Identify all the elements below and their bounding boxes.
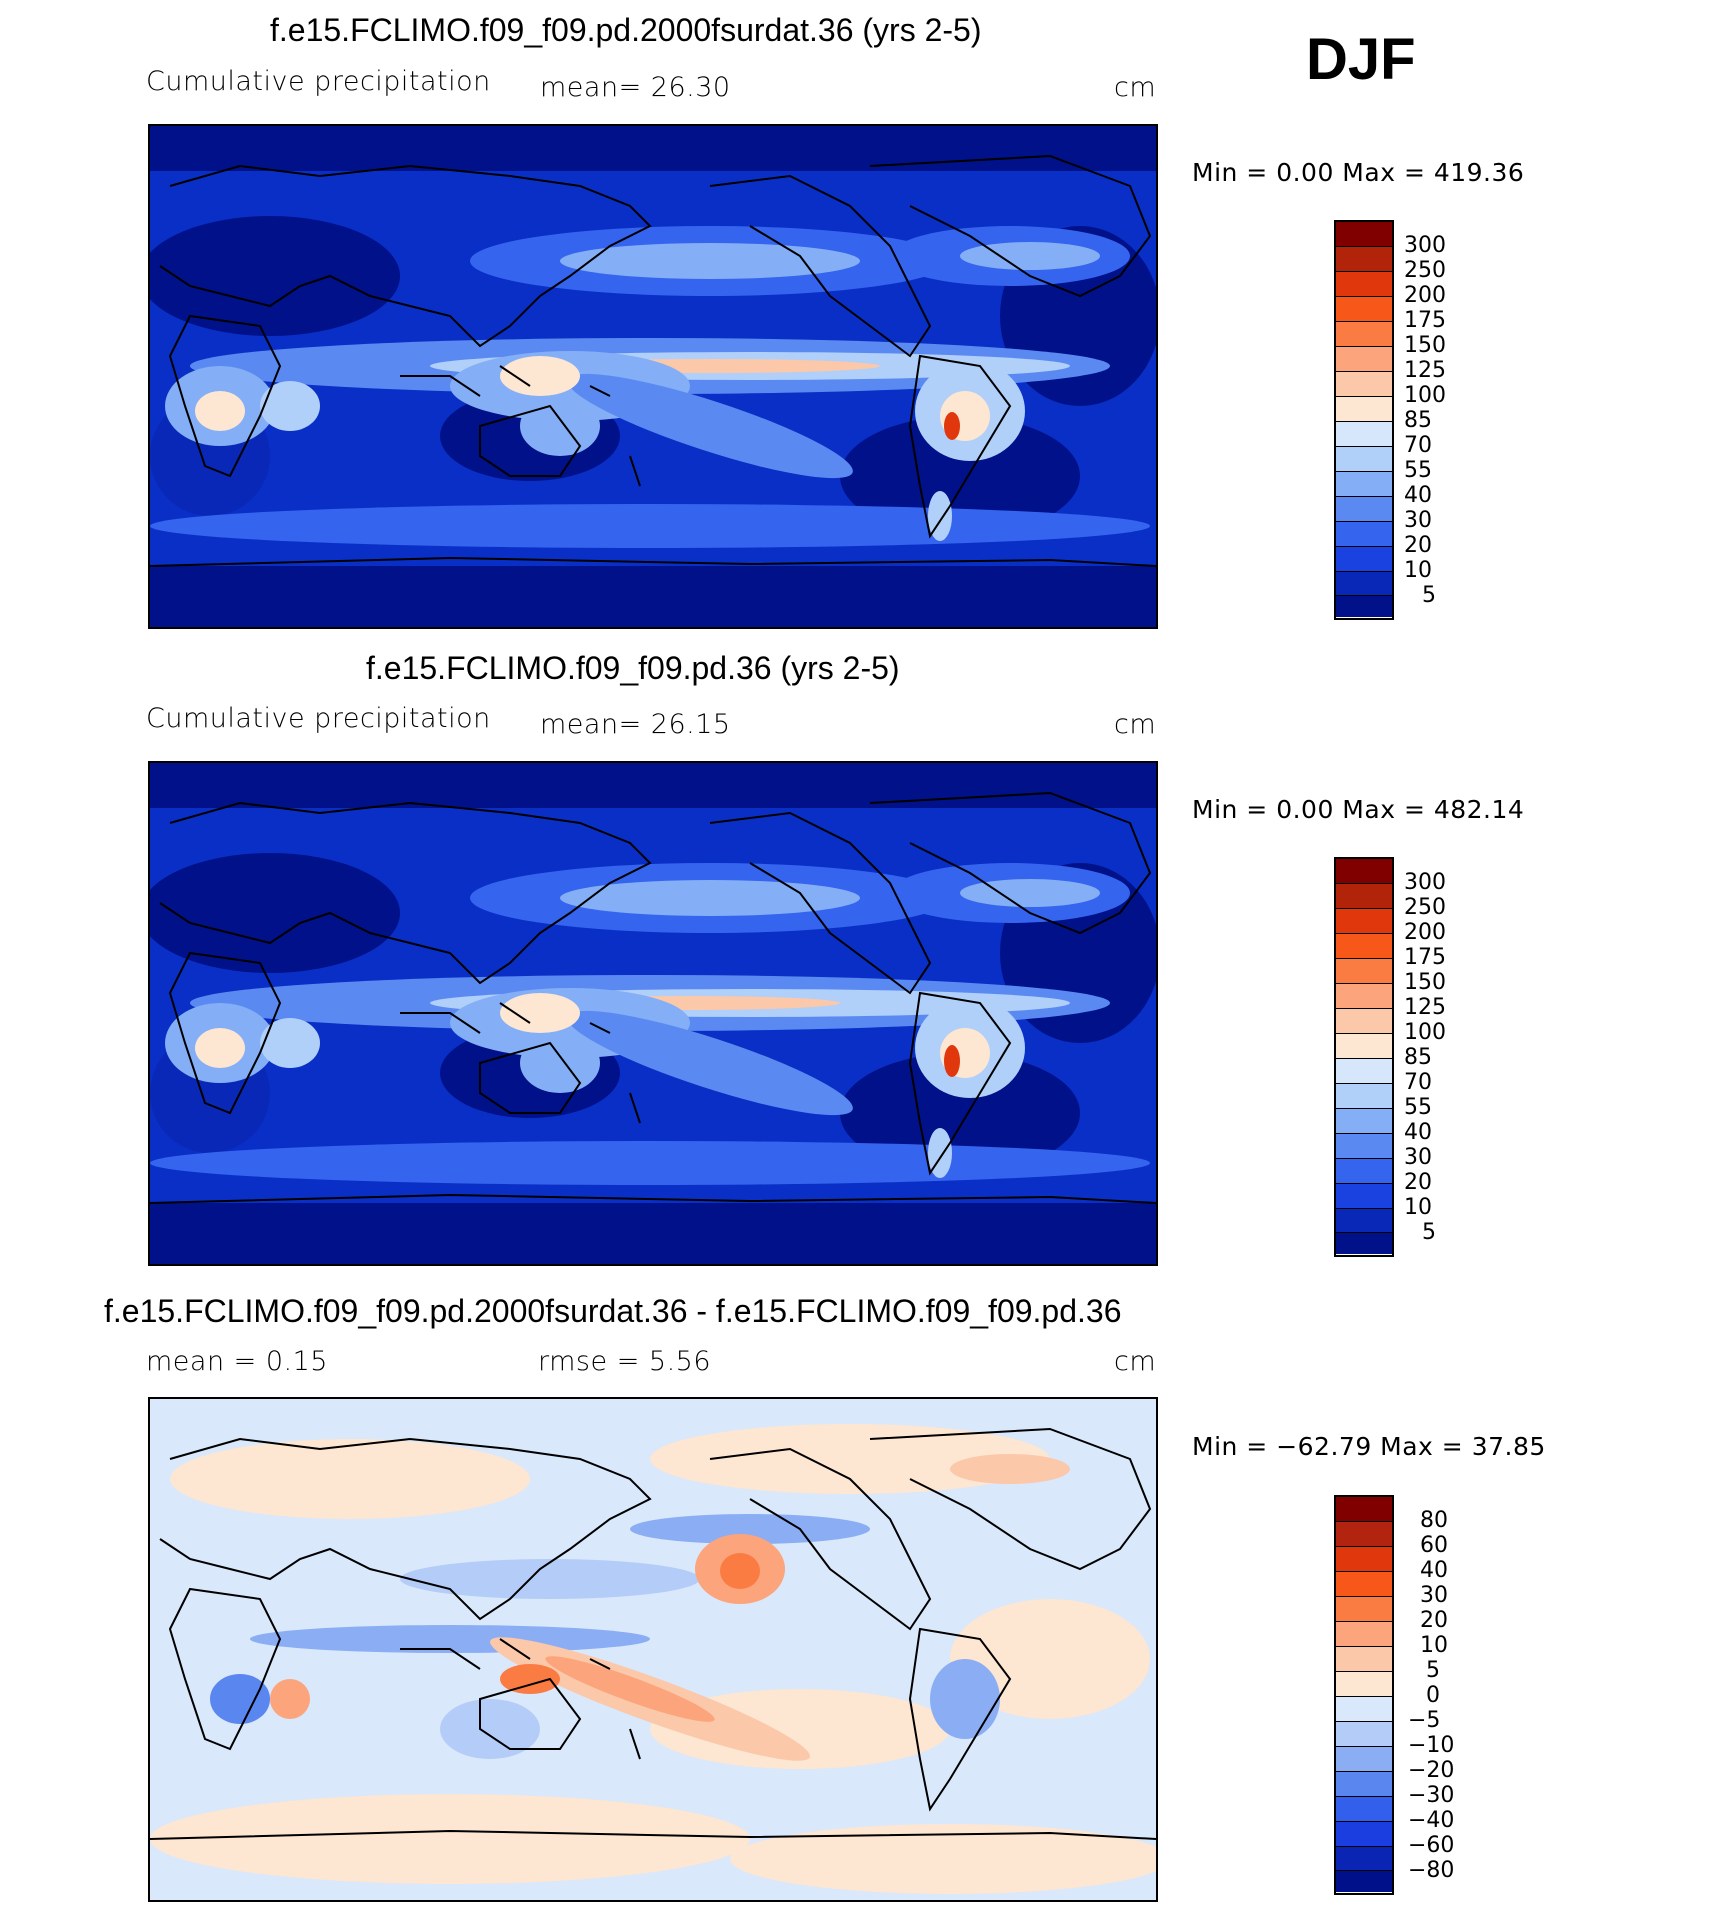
tick-label: 200: [1404, 283, 1446, 308]
panel-3-title: f.e15.FCLIMO.f09_f09.pd.2000fsurdat.36 -…: [104, 1293, 1122, 1329]
panel-3-rmse: rmse = 5.56: [538, 1346, 712, 1377]
tick-label: 40: [1404, 483, 1432, 508]
tick-label: 300: [1404, 870, 1446, 895]
panel-1-variable-label: Cumulative precipitation: [146, 66, 491, 97]
tick-label: 85: [1404, 408, 1432, 433]
panel-2-units: cm: [1114, 709, 1157, 740]
tick-label: 100: [1404, 1020, 1446, 1045]
tick-label: −60: [1408, 1833, 1455, 1858]
tick-label: 10: [1420, 1633, 1448, 1658]
tick-label: 150: [1404, 333, 1446, 358]
tick-label: 100: [1404, 383, 1446, 408]
tick-label: 55: [1404, 1095, 1432, 1120]
panel-1-mean: mean= 26.30: [540, 72, 731, 103]
tick-label: 85: [1404, 1045, 1432, 1070]
tick-label: 60: [1420, 1533, 1448, 1558]
tick-label: −20: [1408, 1758, 1455, 1783]
panel-2-colorbar: [1334, 857, 1394, 1257]
tick-label: 150: [1404, 970, 1446, 995]
tick-label: −30: [1408, 1783, 1455, 1808]
panel-1-minmax: Min = 0.00 Max = 419.36: [1192, 158, 1525, 187]
panel-3-minmax: Min = −62.79 Max = 37.85: [1192, 1432, 1546, 1461]
tick-label: 80: [1420, 1508, 1448, 1533]
panel-3-mean: mean = 0.15: [146, 1346, 328, 1377]
tick-label: 250: [1404, 258, 1446, 283]
tick-label: 70: [1404, 1070, 1432, 1095]
tick-label: −40: [1408, 1808, 1455, 1833]
panel-3-colorbar: [1334, 1495, 1394, 1895]
panel-1-title: f.e15.FCLIMO.f09_f09.pd.2000fsurdat.36 (…: [270, 12, 982, 48]
tick-label: 250: [1404, 895, 1446, 920]
tick-label: 40: [1404, 1120, 1432, 1145]
tick-label: 30: [1404, 1145, 1432, 1170]
panel-2-map: [148, 761, 1158, 1266]
tick-label: 40: [1420, 1558, 1448, 1583]
tick-label: −10: [1408, 1733, 1455, 1758]
panel-1-map: [148, 124, 1158, 629]
tick-label: 5: [1422, 1220, 1436, 1245]
panel-2-variable-label: Cumulative precipitation: [146, 703, 491, 734]
tick-label: 125: [1404, 358, 1446, 383]
season-label: DJF: [1306, 27, 1416, 92]
panel-2-title: f.e15.FCLIMO.f09_f09.pd.36 (yrs 2-5): [366, 650, 900, 686]
panel-3-units: cm: [1114, 1346, 1157, 1377]
panel-1-colorbar: [1334, 220, 1394, 620]
tick-label: 300: [1404, 233, 1446, 258]
tick-label: 30: [1404, 508, 1432, 533]
tick-label: 200: [1404, 920, 1446, 945]
panel-1-units: cm: [1114, 72, 1157, 103]
panel-1-map-svg: [150, 126, 1156, 627]
tick-label: 5: [1422, 583, 1436, 608]
panel-3-map-svg: [150, 1399, 1156, 1900]
panel-2-mean: mean= 26.15: [540, 709, 731, 740]
tick-label: 125: [1404, 995, 1446, 1020]
tick-label: 10: [1404, 1195, 1432, 1220]
tick-label: 55: [1404, 458, 1432, 483]
panel-3-map: [148, 1397, 1158, 1902]
tick-label: 20: [1404, 533, 1432, 558]
panel-2-minmax: Min = 0.00 Max = 482.14: [1192, 795, 1525, 824]
tick-label: 175: [1404, 308, 1446, 333]
panel-2-map-svg: [150, 763, 1156, 1264]
tick-label: 20: [1420, 1608, 1448, 1633]
tick-label: 5: [1426, 1658, 1440, 1683]
tick-label: 10: [1404, 558, 1432, 583]
tick-label: 0: [1426, 1683, 1440, 1708]
tick-label: 20: [1404, 1170, 1432, 1195]
tick-label: −80: [1408, 1858, 1455, 1883]
tick-label: 175: [1404, 945, 1446, 970]
tick-label: 30: [1420, 1583, 1448, 1608]
tick-label: −5: [1408, 1708, 1441, 1733]
tick-label: 70: [1404, 433, 1432, 458]
